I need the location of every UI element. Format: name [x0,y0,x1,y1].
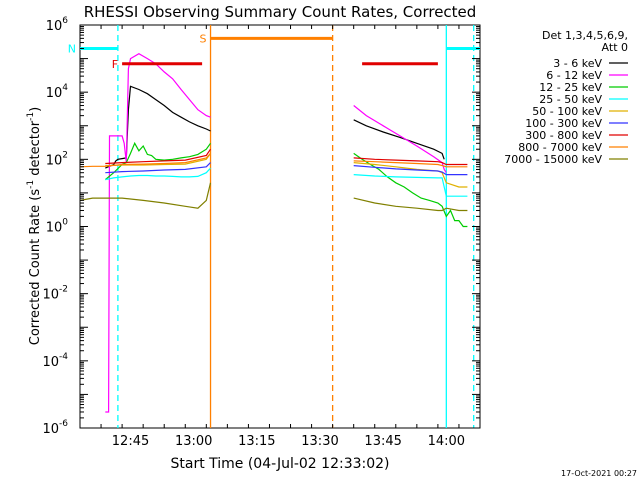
x-tick-label-0: 12:45 [112,434,149,449]
annotation-label-0: F [112,58,118,71]
x-tick-label-3: 13:30 [301,434,338,449]
legend-label-0: 3 - 6 keV [553,57,602,70]
legend-label-8: 7000 - 15000 keV [504,153,602,166]
annotation-label-2: N [68,42,76,55]
x-axis-label: Start Time (04-Jul-02 12:33:02) [170,456,389,472]
legend-label-3: 25 - 50 keV [539,93,602,106]
series-line-3 [105,167,468,197]
series-line-8 [80,182,468,212]
x-tick-label-1: 13:00 [175,434,212,449]
y-tick-label-1: 10-4 [42,352,68,370]
annotation-bars: F N S [68,32,480,71]
y-tick-label-6: 106 [46,16,69,34]
y-axis-label-sup2: -1 [26,112,36,121]
vertical-markers [117,25,475,428]
y-tick-label-3: 100 [46,218,69,236]
y-tick-label-4: 102 [46,150,68,168]
y-tick-label-5: 104 [46,83,69,101]
x-axis-ticks: 12:45 13:00 13:15 13:30 13:45 14:00 [79,25,481,449]
plot-frame [79,24,481,429]
legend-label-4: 50 - 100 keV [532,105,602,118]
x-tick-label-2: 13:15 [238,434,275,449]
y-axis-label-part3: ) [28,107,43,112]
series-line-7 [80,152,468,168]
legend-label-5: 100 - 300 keV [525,117,602,130]
series-lines [80,53,468,413]
legend-header-1: Att 0 [602,41,628,54]
series-line-6 [105,148,468,166]
series-line-1 [105,53,447,413]
legend-label-1: 6 - 12 keV [546,69,602,82]
y-axis-label-sup1: -1 [26,180,36,189]
footer-date: 17-Oct-2021 00:27 [561,469,637,478]
legend-label-6: 300 - 800 keV [525,129,602,142]
series-line-2 [104,141,468,228]
y-axis-label-part2: detector [28,120,43,180]
legend-label-2: 12 - 25 keV [539,81,602,94]
y-axis-ticks: 10-6 10-4 10-2 100 102 104 106 [42,16,480,437]
x-tick-label-4: 13:45 [364,434,401,449]
legend-label-7: 800 - 7000 keV [518,141,602,154]
x-tick-label-5: 14:00 [428,434,465,449]
series-line-5 [105,162,468,176]
legend-header-0: Det 1,3,4,5,6,9, [542,29,628,42]
y-tick-label-0: 10-6 [42,419,68,437]
series-line-0 [105,85,445,169]
y-axis-label-part1: Corrected Count Rate (s [28,189,43,346]
y-tick-label-2: 10-2 [42,285,68,303]
chart-title: RHESSI Observing Summary Count Rates, Co… [84,3,477,21]
annotation-label-4: S [200,32,207,45]
y-axis-label: Corrected Count Rate (s-1 detector-1) [26,107,43,345]
